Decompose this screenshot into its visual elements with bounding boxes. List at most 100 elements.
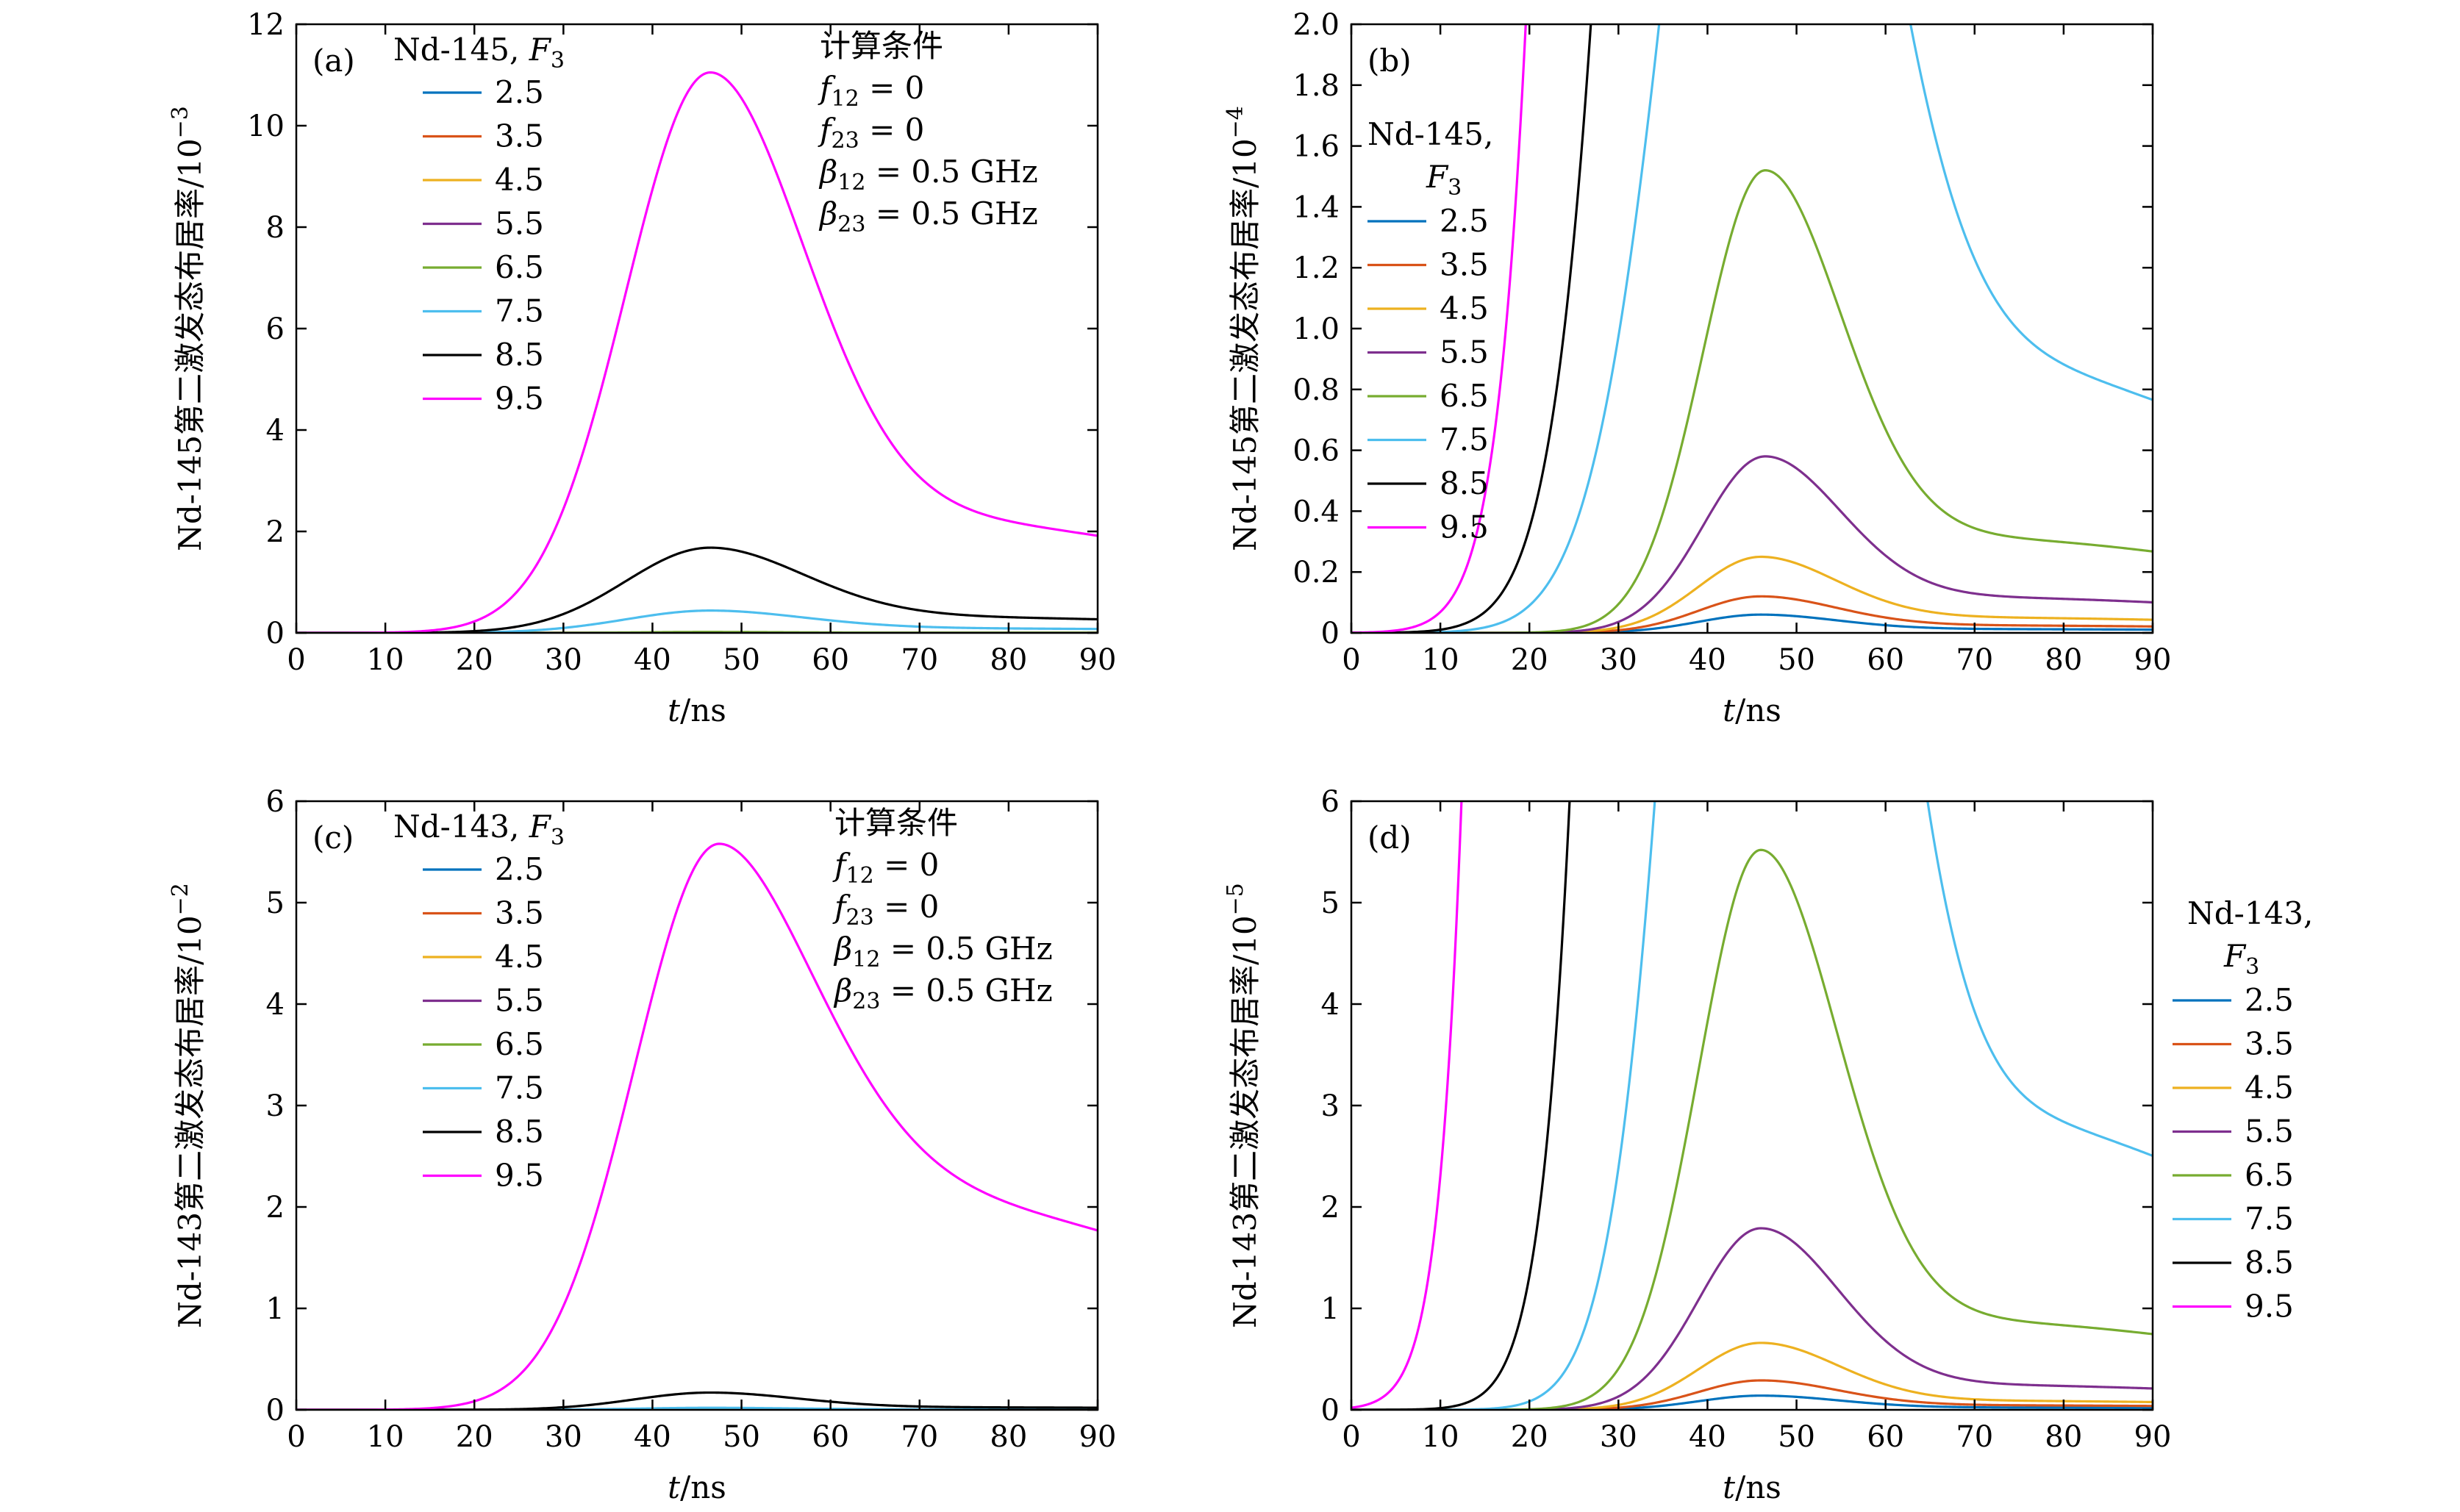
legend-title-sub: 3 [551,825,565,850]
x-axis-title-unit: /ns [680,1469,726,1505]
legend-entry-8.5: 8.5 [2245,1244,2294,1280]
chart-panel-0: 0 10 20 30 40 50 60 70 80 90 0 2 4 6 8 10 12 t/ns Nd-145第二… [168,8,1116,728]
y-tick-label: 1.0 [1292,312,1340,346]
legend-title-var: F [529,32,552,68]
legend-entry-6.5: 6.5 [1440,378,1489,414]
legend-title-2: F3 [2223,938,2259,980]
y-tick-label: 6 [266,785,285,819]
legend-entry-5.5: 5.5 [495,983,544,1019]
x-tick-label: 10 [1422,1420,1459,1454]
legend-entry-9.5: 9.5 [495,1158,544,1194]
condition-subscript: 12 [837,170,865,196]
condition-value: = 0 [859,112,925,148]
series-line-7.5 [1351,24,2153,633]
x-tick-label: 60 [1867,643,1904,677]
series-line-7.5 [1351,801,2153,1410]
legend-title-2: F3 [1426,159,1462,201]
condition-value: = 0.5 GHz [865,196,1037,232]
x-tick-label: 60 [1867,1420,1904,1454]
condition-subscript: 12 [852,947,880,972]
x-tick-label: 0 [1342,643,1360,677]
legend-entry-3.5: 3.5 [495,118,544,154]
y-axis-title-text: Nd-145第二激发态布居率/10 [1227,138,1263,551]
y-axis-title: Nd-143第二激发态布居率/10−2 [168,883,208,1328]
y-tick-label: 0 [1321,1394,1340,1427]
condition-subscript: 23 [846,905,874,931]
chart-panel-2: 0 10 20 30 40 50 60 70 80 900123456t/nsNd-143第二激发… [168,785,1116,1505]
y-tick-label: 1.2 [1292,251,1340,285]
y-tick-label: 6 [1321,785,1340,819]
y-tick-label: 2 [266,1191,285,1225]
y-tick-label: 0 [1321,617,1340,651]
y-tick-label: 1.4 [1292,190,1340,224]
legend-title: Nd-145, [1367,116,1493,152]
x-tick-label: 30 [545,1420,582,1454]
y-tick-label: 8 [266,211,285,245]
y-axis-title-text: Nd-143第二激发态布居率/10 [172,915,208,1328]
condition-value: = 0.5 GHz [865,154,1037,190]
legend-entry-2.5: 2.5 [495,74,544,110]
series-line-2.5 [1351,1394,2153,1410]
y-tick-label: 1 [266,1292,285,1326]
y-axis-title: Nd-143第二激发态布居率/10−5 [1223,883,1263,1328]
legend: Nd-145, F32.53.54.55.56.57.58.59.5 [393,32,565,417]
y-tick-label: 1.8 [1292,69,1340,103]
legend-entry-6.5: 6.5 [495,249,544,285]
legend-entry-6.5: 6.5 [2245,1157,2294,1193]
condition-value: = 0.5 GHz [880,972,1052,1008]
y-tick-label: 0.6 [1292,434,1340,468]
conditions-title: 计算条件 [820,28,943,64]
legend-entry-6.5: 6.5 [495,1026,544,1062]
legend-title-sub: 3 [2245,954,2259,980]
y-tick-label: 0.4 [1292,495,1340,529]
y-tick-label: 5 [266,886,285,920]
x-tick-label: 20 [456,1420,493,1454]
legend-entry-7.5: 7.5 [2245,1201,2294,1237]
x-tick-label: 30 [1600,643,1637,677]
legend-entry-4.5: 4.5 [2245,1069,2294,1106]
series-line-6.5 [1351,848,2153,1410]
condition-line: f23 = 0 [832,889,939,931]
y-tick-label: 1.6 [1292,130,1340,164]
legend-title-text: Nd-145, [393,32,529,68]
y-axis-title-text: Nd-143第二激发态布居率/10 [1227,915,1263,1328]
y-tick-label: 4 [266,988,285,1022]
x-tick-label: 50 [723,1420,760,1454]
x-tick-label: 30 [545,643,582,677]
x-tick-label: 10 [367,1420,404,1454]
x-tick-label: 90 [2134,643,2172,677]
x-tick-label: 20 [1511,1420,1548,1454]
x-tick-label: 50 [1778,643,1815,677]
x-tick-label: 60 [812,643,849,677]
x-axis-title: t/ns [1723,692,1781,728]
series-group [1351,24,2153,633]
x-tick-label: 0 [287,643,305,677]
legend-title-sub: 3 [551,48,565,74]
series-line-9.5 [1351,801,1463,1409]
legend-entry-8.5: 8.5 [1440,465,1489,501]
panel-label: (b) [1367,43,1412,79]
condition-subscript: 12 [846,863,874,889]
x-axis-title-var: t [668,1469,680,1505]
x-tick-label: 30 [1600,1420,1637,1454]
y-tick-label: 4 [1321,988,1340,1022]
y-tick-label: 0.8 [1292,373,1340,407]
y-tick-label: 0.2 [1292,556,1340,590]
y-tick-label: 5 [1321,886,1340,920]
x-tick-label: 80 [2045,643,2082,677]
legend-entry-4.5: 4.5 [495,939,544,975]
x-tick-label: 10 [367,643,404,677]
condition-symbol: β [818,154,837,190]
panel-label: (c) [312,820,354,856]
x-tick-label: 90 [1079,643,1117,677]
condition-line: β12 = 0.5 GHz [833,931,1053,972]
condition-value: = 0.5 GHz [880,931,1052,967]
y-tick-label: 2 [266,515,285,549]
legend-entry-5.5: 5.5 [495,206,544,242]
panel-label: (a) [312,43,355,79]
condition-line: f12 = 0 [818,70,924,112]
y-axis-title-exp: −4 [1223,106,1248,138]
x-tick-label: 80 [990,1420,1027,1454]
legend-entry-8.5: 8.5 [495,337,544,373]
